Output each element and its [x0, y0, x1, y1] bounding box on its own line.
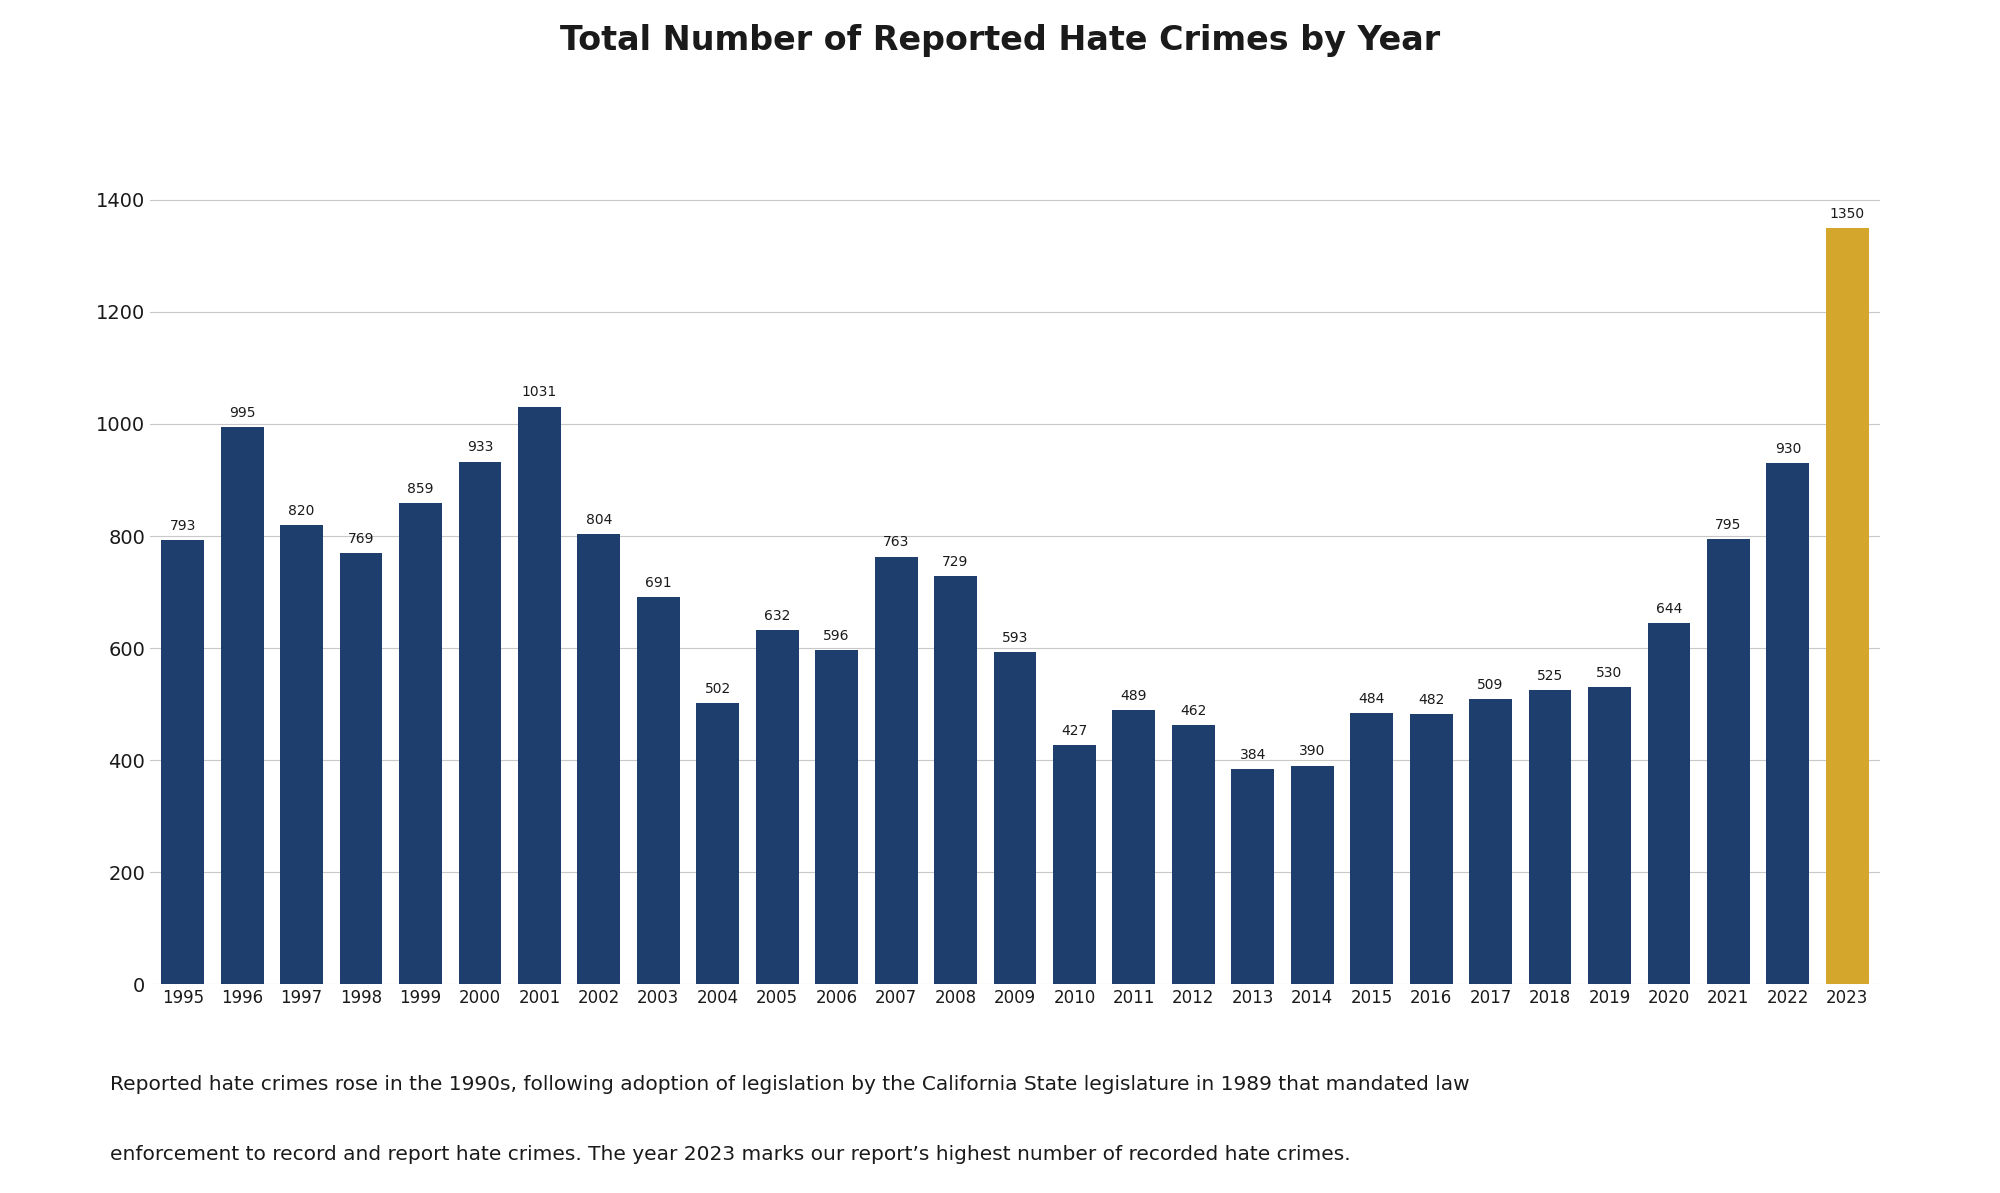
Text: 482: 482 [1418, 693, 1444, 707]
Text: 804: 804 [586, 513, 612, 526]
Bar [1588, 687, 1630, 984]
Text: 509: 509 [1478, 678, 1504, 692]
Bar [994, 653, 1036, 984]
Bar [340, 554, 382, 984]
Text: 691: 691 [644, 576, 672, 589]
Text: 763: 763 [882, 536, 910, 550]
Text: 390: 390 [1300, 744, 1326, 759]
Text: enforcement to record and report hate crimes. The year 2023 marks our report’s h: enforcement to record and report hate cr… [110, 1145, 1350, 1163]
Bar [696, 703, 740, 984]
Bar [458, 462, 502, 984]
Bar [280, 525, 324, 984]
Bar [1766, 463, 1810, 984]
Bar [1350, 713, 1394, 984]
Bar [1470, 699, 1512, 984]
Text: 489: 489 [1120, 690, 1148, 703]
Text: 427: 427 [1062, 724, 1088, 737]
Text: 462: 462 [1180, 704, 1206, 718]
Bar [1232, 769, 1274, 984]
Bar [1410, 715, 1452, 984]
Text: 729: 729 [942, 555, 968, 569]
Bar [636, 598, 680, 984]
Bar [162, 540, 204, 984]
Bar [1528, 690, 1572, 984]
Bar [518, 407, 560, 984]
Text: 1350: 1350 [1830, 206, 1864, 221]
Text: 793: 793 [170, 519, 196, 533]
Text: 384: 384 [1240, 748, 1266, 762]
Bar [400, 503, 442, 984]
Bar [934, 576, 976, 984]
Text: 859: 859 [408, 482, 434, 496]
Bar [874, 557, 918, 984]
Text: 593: 593 [1002, 631, 1028, 644]
Text: 933: 933 [466, 440, 494, 455]
Bar [1706, 539, 1750, 984]
Text: 930: 930 [1774, 441, 1802, 456]
Bar [816, 650, 858, 984]
Text: 632: 632 [764, 608, 790, 623]
Text: 484: 484 [1358, 692, 1384, 706]
Bar [1112, 710, 1156, 984]
Bar [1054, 744, 1096, 984]
Text: 1031: 1031 [522, 385, 558, 400]
Text: 525: 525 [1536, 669, 1564, 682]
Text: Reported hate crimes rose in the 1990s, following adoption of legislation by the: Reported hate crimes rose in the 1990s, … [110, 1075, 1470, 1094]
Bar [220, 427, 264, 984]
Text: 820: 820 [288, 503, 314, 518]
Bar [756, 630, 798, 984]
Bar [1172, 725, 1214, 984]
Bar [1826, 228, 1868, 984]
Text: Total Number of Reported Hate Crimes by Year: Total Number of Reported Hate Crimes by … [560, 24, 1440, 57]
Bar [1648, 624, 1690, 984]
Bar [578, 533, 620, 984]
Text: 769: 769 [348, 532, 374, 546]
Text: 644: 644 [1656, 602, 1682, 616]
Text: 502: 502 [704, 681, 730, 696]
Text: 530: 530 [1596, 666, 1622, 680]
Bar [1290, 766, 1334, 984]
Text: 596: 596 [824, 629, 850, 643]
Text: 795: 795 [1716, 518, 1742, 532]
Text: 995: 995 [228, 406, 256, 420]
